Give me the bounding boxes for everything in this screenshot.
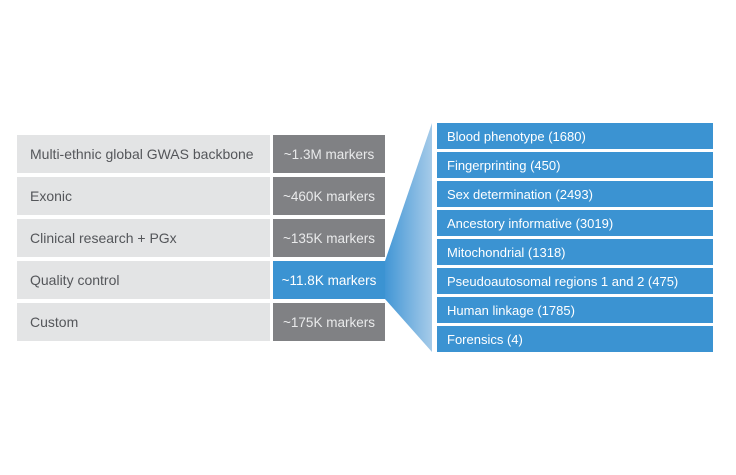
marker-count-cell-highlighted: ~11.8K markers [273,261,385,299]
marker-count-cell: ~135K markers [273,219,385,257]
panel-item: Ancestory informative (3019) [437,210,713,236]
panel-item: Pseudoautosomal regions 1 and 2 (475) [437,268,713,294]
table-row: Clinical research + PGx ~135K markers [17,219,385,257]
table-row: Exonic ~460K markers [17,177,385,215]
category-label: Exonic [17,177,270,215]
marker-count-cell: ~460K markers [273,177,385,215]
marker-count-cell: ~1.3M markers [273,135,385,173]
category-label: Quality control [17,261,270,299]
marker-count-cell: ~175K markers [273,303,385,341]
panel-item: Blood phenotype (1680) [437,123,713,149]
panel-item: Sex determination (2493) [437,181,713,207]
table-row-quality-control: Quality control ~11.8K markers [17,261,385,299]
category-label: Multi-ethnic global GWAS backbone [17,135,270,173]
panel-item: Human linkage (1785) [437,297,713,323]
panel-item: Fingerprinting (450) [437,152,713,178]
category-label: Custom [17,303,270,341]
table-row: Custom ~175K markers [17,303,385,341]
panel-item: Forensics (4) [437,326,713,352]
quality-control-detail-panel: Blood phenotype (1680) Fingerprinting (4… [437,123,713,352]
panel-item: Mitochondrial (1318) [437,239,713,265]
category-table: Multi-ethnic global GWAS backbone ~1.3M … [17,135,385,341]
category-label: Clinical research + PGx [17,219,270,257]
table-row: Multi-ethnic global GWAS backbone ~1.3M … [17,135,385,173]
